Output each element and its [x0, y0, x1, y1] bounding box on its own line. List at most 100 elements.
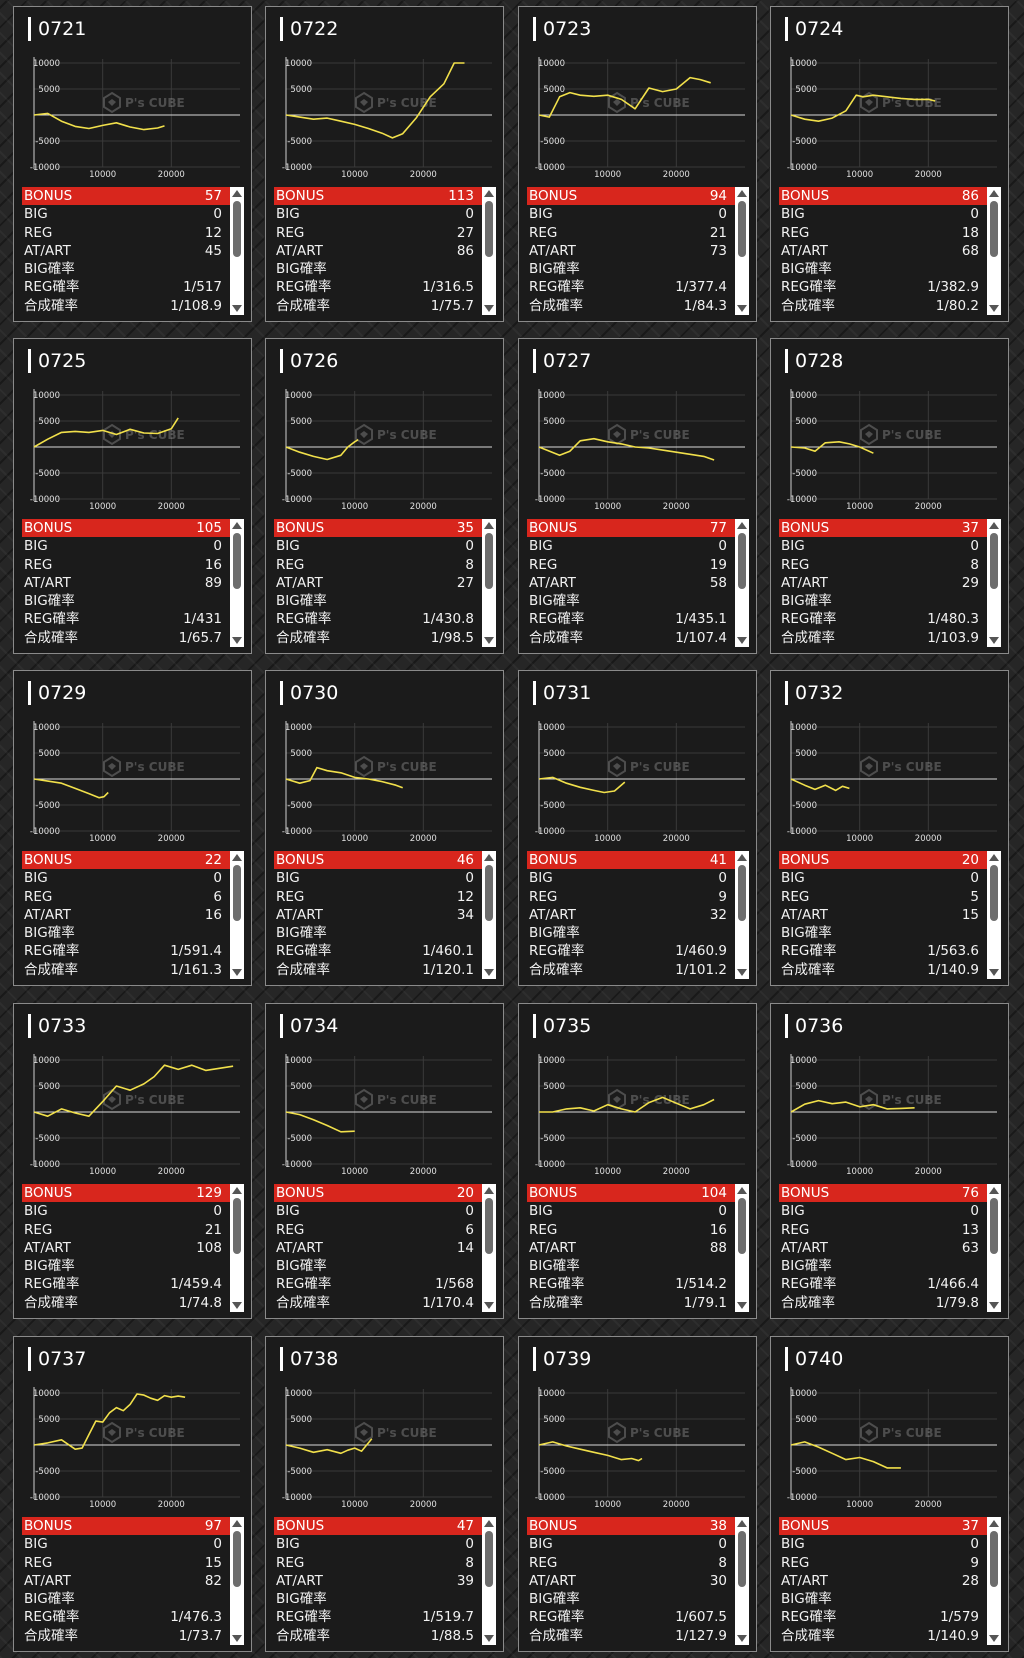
- scroll-thumb[interactable]: [738, 533, 746, 589]
- scroll-down-icon[interactable]: [232, 637, 242, 644]
- stats-panel[interactable]: BONUS 20 BIG 0 REG 5 AT/ART 15 BIG確率 REG確率 1/563.6…: [779, 851, 1001, 979]
- scroll-thumb[interactable]: [738, 201, 746, 257]
- machine-card[interactable]: 0733 10000 5000 -5000 -10000 10000 20000 P's CU…: [13, 1003, 252, 1319]
- stats-scrollbar[interactable]: [482, 851, 496, 979]
- machine-card[interactable]: 0739 10000 5000 -5000 -10000 10000 20000 P's CU…: [518, 1336, 757, 1652]
- stats-scrollbar[interactable]: [735, 1517, 749, 1645]
- scroll-down-icon[interactable]: [737, 1302, 747, 1309]
- stats-panel[interactable]: BONUS 35 BIG 0 REG 8 AT/ART 27 BIG確率 REG確率 1/430.8…: [274, 519, 496, 647]
- scroll-thumb[interactable]: [233, 865, 241, 921]
- machine-card[interactable]: 0731 10000 5000 -5000 -10000 10000 20000 P's CU…: [518, 670, 757, 986]
- stats-scrollbar[interactable]: [230, 1184, 244, 1312]
- scroll-thumb[interactable]: [990, 1531, 998, 1587]
- scroll-up-icon[interactable]: [484, 1187, 494, 1194]
- stats-scrollbar[interactable]: [230, 519, 244, 647]
- stats-panel[interactable]: BONUS 104 BIG 0 REG 16 AT/ART 88 BIG確率 REG確率 1/514…: [527, 1184, 749, 1312]
- stats-panel[interactable]: BONUS 38 BIG 0 REG 8 AT/ART 30 BIG確率 REG確率 1/607.5…: [527, 1517, 749, 1645]
- scroll-thumb[interactable]: [990, 1198, 998, 1254]
- scroll-down-icon[interactable]: [737, 1635, 747, 1642]
- stats-panel[interactable]: BONUS 129 BIG 0 REG 21 AT/ART 108 BIG確率 REG確率 1/45…: [22, 1184, 244, 1312]
- scroll-up-icon[interactable]: [737, 190, 747, 197]
- scroll-thumb[interactable]: [485, 865, 493, 921]
- stats-scrollbar[interactable]: [987, 519, 1001, 647]
- scroll-down-icon[interactable]: [989, 969, 999, 976]
- machine-card[interactable]: 0725 10000 5000 -5000 -10000 10000 20000 P's CU…: [13, 338, 252, 654]
- stats-panel[interactable]: BONUS 105 BIG 0 REG 16 AT/ART 89 BIG確率 REG確率 1/431…: [22, 519, 244, 647]
- scroll-thumb[interactable]: [233, 1531, 241, 1587]
- scroll-thumb[interactable]: [990, 201, 998, 257]
- stats-panel[interactable]: BONUS 113 BIG 0 REG 27 AT/ART 86 BIG確率 REG確率 1/316…: [274, 187, 496, 315]
- stats-scrollbar[interactable]: [735, 187, 749, 315]
- scroll-up-icon[interactable]: [989, 1520, 999, 1527]
- stats-panel[interactable]: BONUS 37 BIG 0 REG 8 AT/ART 29 BIG確率 REG確率 1/480.3…: [779, 519, 1001, 647]
- scroll-up-icon[interactable]: [737, 1187, 747, 1194]
- scroll-up-icon[interactable]: [989, 190, 999, 197]
- machine-card[interactable]: 0734 10000 5000 -5000 -10000 10000 20000 P's CU…: [265, 1003, 504, 1319]
- stats-scrollbar[interactable]: [482, 187, 496, 315]
- stats-panel[interactable]: BONUS 46 BIG 0 REG 12 AT/ART 34 BIG確率 REG確率 1/460.…: [274, 851, 496, 979]
- stats-panel[interactable]: BONUS 41 BIG 0 REG 9 AT/ART 32 BIG確率 REG確率 1/460.9…: [527, 851, 749, 979]
- machine-card[interactable]: 0729 10000 5000 -5000 -10000 10000 20000 P's CU…: [13, 670, 252, 986]
- scroll-up-icon[interactable]: [484, 190, 494, 197]
- stats-scrollbar[interactable]: [230, 187, 244, 315]
- scroll-up-icon[interactable]: [989, 522, 999, 529]
- scroll-thumb[interactable]: [990, 865, 998, 921]
- machine-card[interactable]: 0738 10000 5000 -5000 -10000 10000 20000 P's CU…: [265, 1336, 504, 1652]
- scroll-down-icon[interactable]: [484, 1635, 494, 1642]
- stats-scrollbar[interactable]: [482, 1517, 496, 1645]
- stats-scrollbar[interactable]: [230, 851, 244, 979]
- scroll-down-icon[interactable]: [989, 1635, 999, 1642]
- stats-scrollbar[interactable]: [987, 851, 1001, 979]
- scroll-down-icon[interactable]: [737, 305, 747, 312]
- stats-scrollbar[interactable]: [987, 187, 1001, 315]
- scroll-up-icon[interactable]: [232, 522, 242, 529]
- scroll-thumb[interactable]: [485, 1198, 493, 1254]
- stats-panel[interactable]: BONUS 47 BIG 0 REG 8 AT/ART 39 BIG確率 REG確率 1/519.7…: [274, 1517, 496, 1645]
- machine-card[interactable]: 0735 10000 5000 -5000 -10000 10000 20000 P's CU…: [518, 1003, 757, 1319]
- stats-scrollbar[interactable]: [230, 1517, 244, 1645]
- stats-scrollbar[interactable]: [735, 851, 749, 979]
- stats-panel[interactable]: BONUS 37 BIG 0 REG 9 AT/ART 28 BIG確率 REG確率 1/579 合成…: [779, 1517, 1001, 1645]
- machine-card[interactable]: 0727 10000 5000 -5000 -10000 10000 20000 P's CU…: [518, 338, 757, 654]
- stats-scrollbar[interactable]: [987, 1184, 1001, 1312]
- scroll-up-icon[interactable]: [484, 522, 494, 529]
- scroll-down-icon[interactable]: [232, 305, 242, 312]
- scroll-thumb[interactable]: [738, 1531, 746, 1587]
- scroll-down-icon[interactable]: [737, 637, 747, 644]
- scroll-up-icon[interactable]: [484, 854, 494, 861]
- scroll-thumb[interactable]: [485, 201, 493, 257]
- machine-card[interactable]: 0721 10000 5000 -5000 -10000 10000 20000 P's CU…: [13, 6, 252, 322]
- scroll-down-icon[interactable]: [232, 1635, 242, 1642]
- scroll-down-icon[interactable]: [484, 305, 494, 312]
- stats-panel[interactable]: BONUS 22 BIG 0 REG 6 AT/ART 16 BIG確率 REG確率 1/591.4…: [22, 851, 244, 979]
- scroll-up-icon[interactable]: [737, 1520, 747, 1527]
- machine-card[interactable]: 0723 10000 5000 -5000 -10000 10000 20000 P's CU…: [518, 6, 757, 322]
- scroll-down-icon[interactable]: [989, 637, 999, 644]
- scroll-down-icon[interactable]: [737, 969, 747, 976]
- machine-card[interactable]: 0730 10000 5000 -5000 -10000 10000 20000 P's CU…: [265, 670, 504, 986]
- stats-scrollbar[interactable]: [735, 519, 749, 647]
- machine-card[interactable]: 0722 10000 5000 -5000 -10000 10000 20000 P's CU…: [265, 6, 504, 322]
- scroll-down-icon[interactable]: [989, 1302, 999, 1309]
- stats-scrollbar[interactable]: [482, 519, 496, 647]
- scroll-up-icon[interactable]: [737, 522, 747, 529]
- scroll-up-icon[interactable]: [232, 854, 242, 861]
- scroll-thumb[interactable]: [233, 1198, 241, 1254]
- machine-card[interactable]: 0737 10000 5000 -5000 -10000 10000 20000 P's CU…: [13, 1336, 252, 1652]
- scroll-thumb[interactable]: [990, 533, 998, 589]
- scroll-thumb[interactable]: [485, 1531, 493, 1587]
- scroll-up-icon[interactable]: [737, 854, 747, 861]
- scroll-up-icon[interactable]: [484, 1520, 494, 1527]
- scroll-down-icon[interactable]: [989, 305, 999, 312]
- stats-panel[interactable]: BONUS 94 BIG 0 REG 21 AT/ART 73 BIG確率 REG確率 1/377.…: [527, 187, 749, 315]
- stats-scrollbar[interactable]: [987, 1517, 1001, 1645]
- scroll-up-icon[interactable]: [989, 854, 999, 861]
- stats-panel[interactable]: BONUS 86 BIG 0 REG 18 AT/ART 68 BIG確率 REG確率 1/382.…: [779, 187, 1001, 315]
- scroll-thumb[interactable]: [485, 533, 493, 589]
- scroll-down-icon[interactable]: [232, 969, 242, 976]
- scroll-up-icon[interactable]: [232, 190, 242, 197]
- machine-card[interactable]: 0732 10000 5000 -5000 -10000 10000 20000 P's CU…: [770, 670, 1009, 986]
- scroll-thumb[interactable]: [233, 201, 241, 257]
- stats-scrollbar[interactable]: [482, 1184, 496, 1312]
- machine-card[interactable]: 0740 10000 5000 -5000 -10000 10000 20000 P's CU…: [770, 1336, 1009, 1652]
